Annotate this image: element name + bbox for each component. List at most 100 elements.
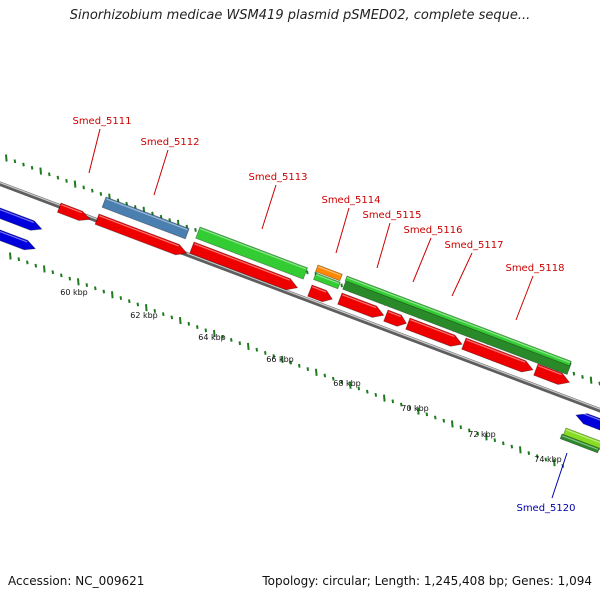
- scale-tick: [22, 162, 25, 167]
- gene-smed-5114-b-highlight: [316, 274, 340, 284]
- gene-smed-5120-dark: [559, 433, 600, 454]
- scale-tick: [400, 402, 403, 407]
- gene-smed-5113: [195, 226, 309, 280]
- scale-tick: [85, 283, 89, 287]
- scale-ticks: [5, 154, 600, 468]
- scale-tick: [26, 260, 29, 265]
- scale-tick: [238, 341, 242, 346]
- scale-tick: [468, 428, 471, 433]
- gene-smed-5111: [56, 202, 91, 221]
- gene-smed-5120-highlight: [566, 429, 600, 444]
- scale-tick: [544, 457, 548, 462]
- scale-tick: [48, 172, 51, 177]
- gene-label-smed-5114: Smed_5114: [321, 195, 380, 206]
- backbone-highlight: [0, 181, 600, 410]
- scale-tick: [434, 415, 437, 420]
- scale-tick: [134, 205, 137, 209]
- scale-tick: [187, 321, 191, 326]
- leader-smed-5120: [551, 452, 568, 499]
- scale-label: 72 kbp: [468, 430, 496, 439]
- scale-tick: [417, 407, 420, 415]
- gene-smed-5114-b: [312, 272, 341, 290]
- scale-tick: [493, 438, 497, 443]
- label-leaders: [88, 128, 568, 499]
- scale-tick: [298, 363, 301, 368]
- leader-smed-5112: [153, 149, 169, 196]
- scale-tick: [73, 180, 77, 188]
- gene-smed-5120: [562, 427, 600, 450]
- gene-smed-5112: [101, 196, 190, 240]
- leader-smed-5111: [88, 128, 101, 174]
- scale-tick: [408, 405, 412, 410]
- scale-tick: [502, 441, 505, 446]
- gene-red-7: [461, 337, 534, 373]
- gene-smed-5115-upper-light: [344, 275, 572, 367]
- scale-tick: [128, 299, 131, 304]
- scale-label: 68 kbp: [333, 379, 361, 388]
- scale-tick: [255, 347, 259, 352]
- scale-tick: [136, 302, 140, 307]
- scale-tick: [459, 425, 463, 430]
- scale-tick: [43, 265, 46, 273]
- scale-tick: [357, 386, 361, 391]
- gene-blue-left-1: [0, 207, 43, 231]
- gene-red-3-highlight: [312, 286, 327, 293]
- scale-tick: [536, 454, 539, 459]
- scale-tick: [34, 263, 38, 268]
- scale-tick: [485, 433, 488, 441]
- leader-smed-5117: [451, 252, 473, 297]
- scale-tick: [194, 227, 197, 232]
- gene-blue-left-2: [0, 229, 37, 251]
- scale-tick: [82, 185, 85, 190]
- scale-tick: [51, 270, 55, 275]
- gene-label-smed-5120: Smed_5120: [516, 503, 575, 514]
- gene-label-smed-5112: Smed_5112: [140, 137, 199, 148]
- map-title: Sinorhizobium medicae WSM419 plasmid pSM…: [69, 8, 531, 23]
- scale-tick: [102, 289, 106, 294]
- scale-tick: [39, 167, 42, 175]
- scale-tick: [68, 276, 72, 281]
- scale-tick: [374, 392, 378, 397]
- gene-smed-5112-highlight: [106, 198, 188, 231]
- scale-tick: [60, 273, 63, 278]
- scale-tick: [527, 451, 531, 455]
- gene-red-1: [94, 213, 188, 256]
- scale-tick: [30, 165, 34, 170]
- gene-smed-5114-a: [314, 264, 343, 282]
- scale-tick: [349, 381, 352, 389]
- scale-tick: [340, 380, 344, 384]
- scale-tick: [213, 329, 216, 338]
- leader-smed-5118: [515, 275, 534, 321]
- scale-tick: [366, 389, 369, 394]
- scale-tick: [247, 342, 250, 351]
- gene-blue-left-1-highlight: [0, 208, 34, 223]
- scale-tick: [170, 315, 174, 320]
- gene-smed-5111-highlight: [61, 204, 83, 214]
- scale-tick: [340, 283, 343, 288]
- scale-tick: [5, 154, 8, 162]
- scale-tick: [151, 211, 154, 216]
- scale-tick: [162, 312, 165, 317]
- scale-tick: [519, 446, 522, 454]
- scale-tick: [332, 376, 335, 381]
- scale-tick: [56, 175, 60, 180]
- scale-tick: [91, 188, 94, 193]
- scale-tick: [111, 291, 114, 299]
- scale-tick: [589, 376, 593, 384]
- gene-label-smed-5116: Smed_5116: [403, 225, 462, 236]
- scale-tick: [306, 270, 309, 275]
- scale-tick: [230, 338, 233, 342]
- backbone-line: [0, 181, 600, 413]
- scale-tick: [17, 257, 21, 262]
- scale-tick: [510, 444, 514, 449]
- gene-label-smed-5115: Smed_5115: [362, 210, 421, 221]
- gene-smed-5120-dark-highlight: [562, 435, 599, 450]
- scale-tick: [289, 360, 293, 365]
- gene-smed-5114-a-highlight: [318, 266, 342, 276]
- gene-blue-left-2-highlight: [0, 230, 28, 243]
- scale-tick: [451, 420, 454, 428]
- gene-blue-right-highlight: [578, 411, 600, 421]
- gene-red-8: [533, 363, 571, 385]
